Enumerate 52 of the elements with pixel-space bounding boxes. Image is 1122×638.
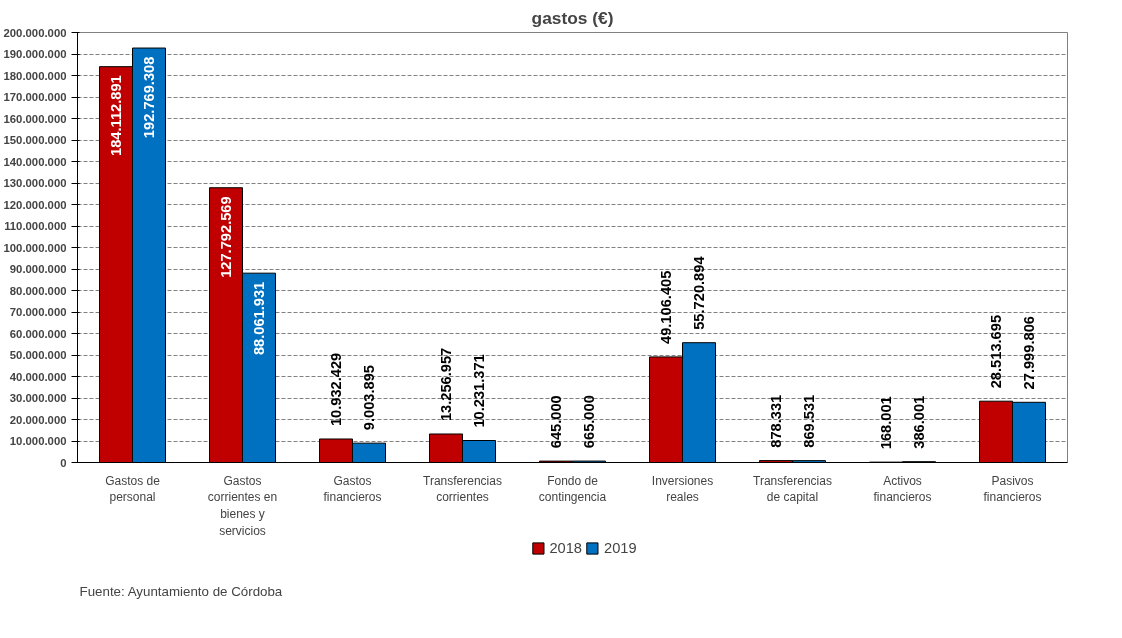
data-label: 27.999.806	[1021, 316, 1037, 390]
data-label: 127.792.569	[218, 196, 234, 278]
data-label: 192.769.308	[141, 56, 157, 139]
data-label: 13.256.957	[438, 347, 454, 422]
source-note: Fuente: Ayuntamiento de Córdoba	[79, 583, 283, 599]
x-tick-label: Transferencias de capital	[753, 473, 832, 505]
data-label: 665.000	[581, 395, 597, 449]
y-tick-label: 160.000.000	[3, 112, 67, 125]
y-tick-label: 170.000.000	[3, 91, 67, 103]
y-tick-label: 90.000.000	[9, 263, 67, 275]
legend-label: 2019	[604, 540, 637, 556]
data-label: 878.331	[768, 394, 784, 448]
y-tick-label: 120.000.000	[3, 198, 67, 211]
y-tick-label: 100.000.000	[3, 241, 67, 254]
x-tick-label: Transferencias corrientes	[423, 473, 502, 505]
y-tick-label: 190.000.000	[3, 48, 67, 60]
data-label: 184.112.891	[108, 75, 124, 156]
legend-label: 2018	[549, 540, 582, 556]
data-label: 386.001	[911, 395, 927, 449]
data-label: 869.531	[801, 394, 817, 448]
data-label: 88.061.931	[251, 281, 267, 356]
x-tick-label: Inversiones reales	[651, 473, 714, 505]
x-tick-label: Gastos financieros	[323, 473, 382, 505]
x-tick-label: Activos financieros	[873, 473, 932, 505]
y-tick-label: 50.000.000	[9, 349, 67, 361]
chart-title: gastos (€)	[531, 7, 614, 28]
data-label: 10.231.371	[471, 354, 487, 428]
y-tick-label: 40.000.000	[9, 370, 67, 383]
y-tick-label: 20.000.000	[9, 413, 67, 426]
y-tick-label: 140.000.000	[3, 155, 67, 168]
y-tick-label: 110.000.000	[4, 220, 67, 232]
y-tick-label: 60.000.000	[9, 327, 67, 340]
data-label: 49.106.405	[658, 270, 674, 345]
data-label: 645.000	[548, 395, 564, 449]
y-tick-label: 0	[60, 456, 67, 469]
data-label: 55.720.894	[691, 255, 707, 330]
y-tick-label: 180.000.000	[3, 69, 67, 82]
x-tick-label: Fondo de contingencia	[538, 473, 607, 505]
data-label: 10.932.429	[328, 352, 344, 427]
data-label: 28.513.695	[988, 314, 1004, 389]
y-tick-label: 80.000.000	[9, 284, 67, 297]
y-tick-label: 200.000.000	[3, 26, 67, 39]
y-tick-label: 130.000.000	[3, 177, 67, 189]
y-tick-label: 150.000.000	[3, 134, 67, 146]
y-tick-label: 10.000.000	[9, 435, 67, 447]
x-tick-label: Gastos corrientes en bienes y servicios	[207, 473, 278, 538]
y-tick-label: 30.000.000	[9, 392, 67, 404]
data-label: 168.001	[878, 396, 894, 450]
y-tick-label: 70.000.000	[9, 306, 67, 318]
x-tick-label: Pasivos financieros	[983, 473, 1042, 505]
data-label: 9.003.895	[361, 365, 377, 431]
x-tick-label: Gastos de personal	[105, 473, 161, 505]
